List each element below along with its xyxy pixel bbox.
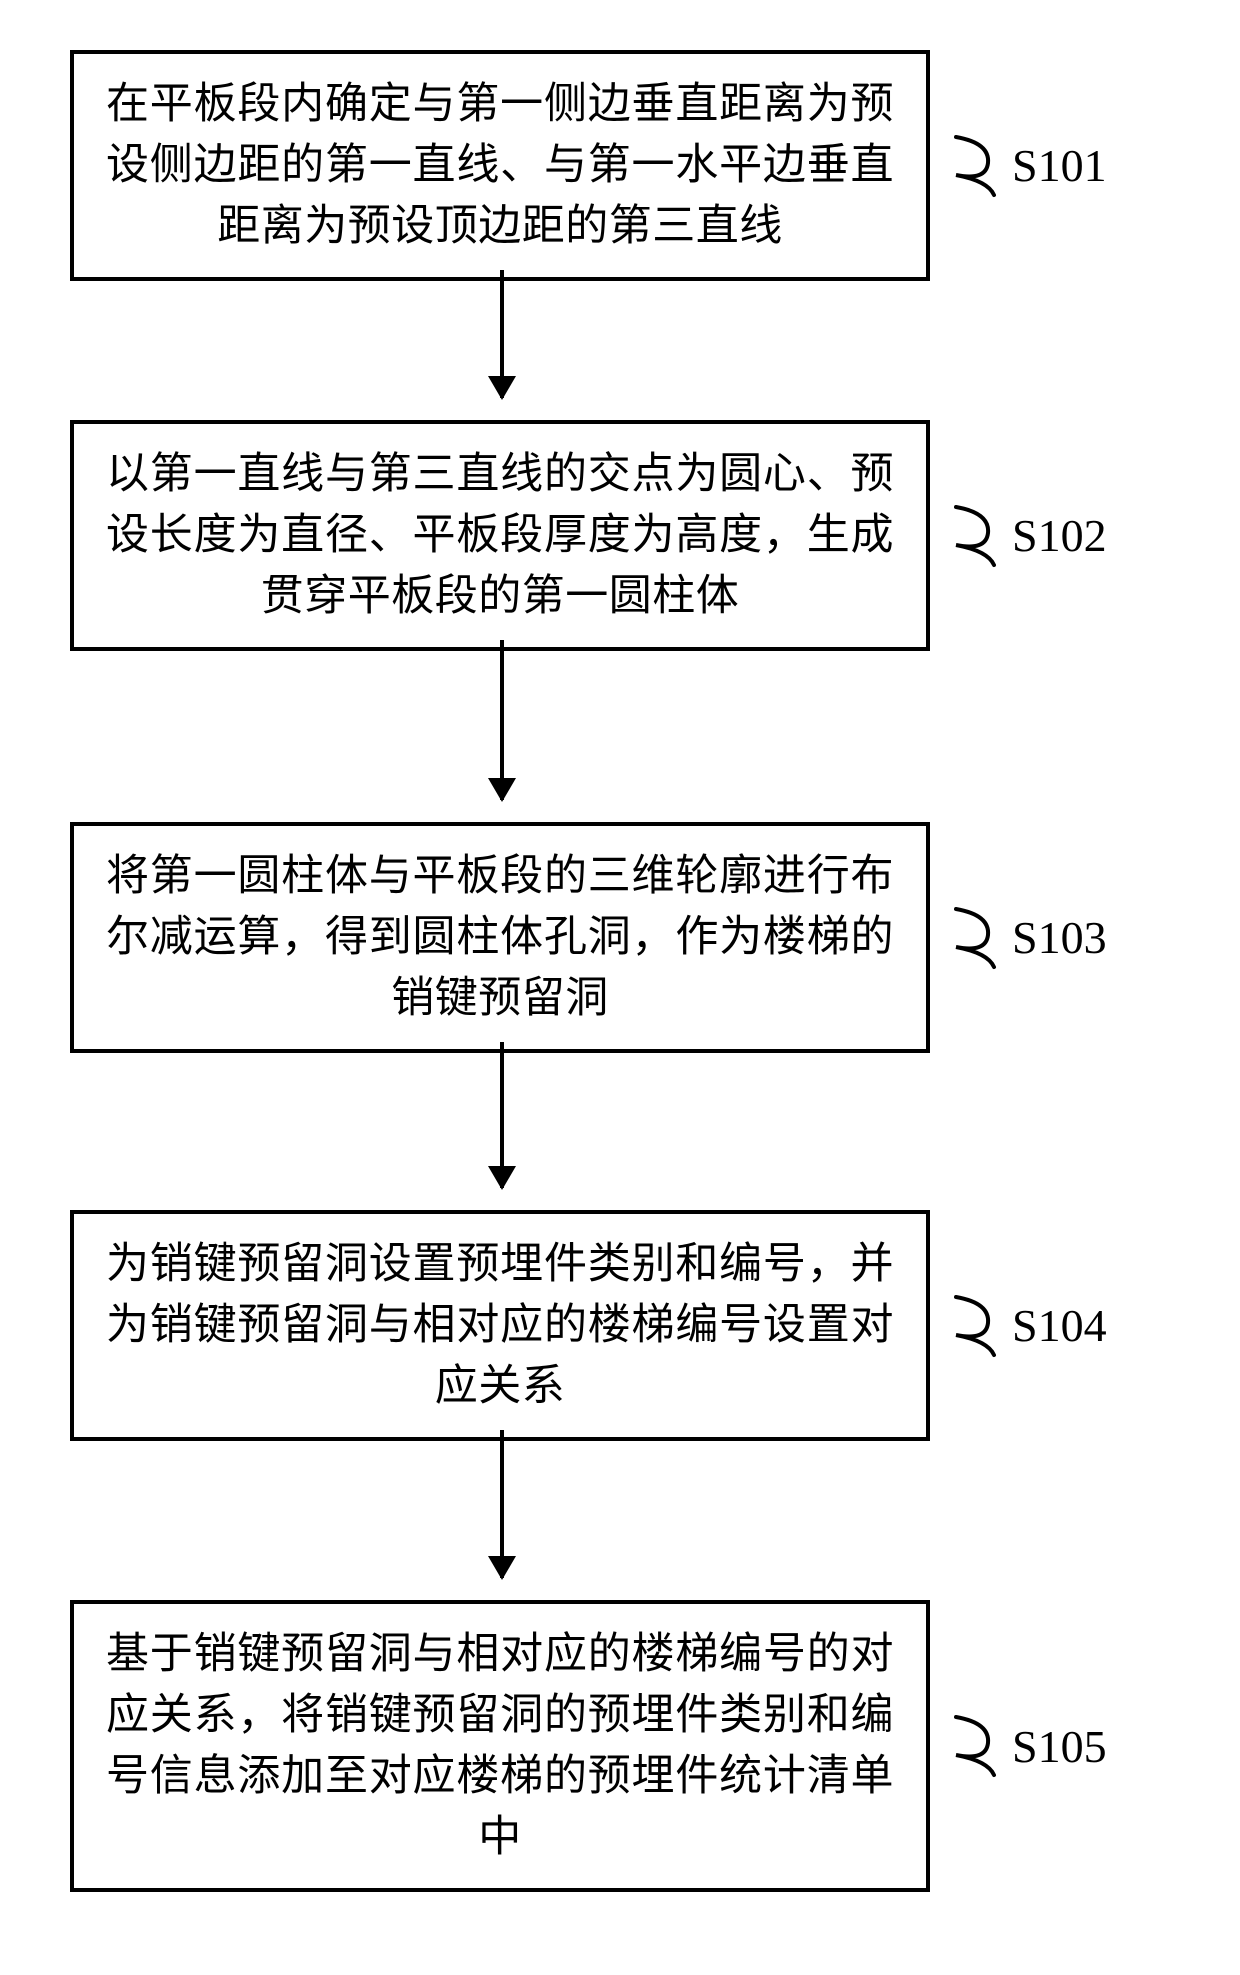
- step-box-s101: 在平板段内确定与第一侧边垂直距离为预设侧边距的第一直线、与第一水平边垂直距离为预…: [70, 50, 930, 281]
- step-id: S101: [1012, 139, 1107, 192]
- step-label-s104: S104: [950, 1293, 1107, 1359]
- step-row: 在平板段内确定与第一侧边垂直距离为预设侧边距的第一直线、与第一水平边垂直距离为预…: [70, 50, 1170, 281]
- squiggle-icon: [950, 905, 1006, 971]
- squiggle-icon: [950, 1713, 1006, 1779]
- step-id: S105: [1012, 1720, 1107, 1773]
- step-box-s104: 为销键预留洞设置预埋件类别和编号，并为销键预留洞与相对应的楼梯编号设置对应关系: [70, 1210, 930, 1441]
- step-box-s102: 以第一直线与第三直线的交点为圆心、预设长度为直径、平板段厚度为高度，生成贯穿平板…: [70, 420, 930, 651]
- step-row: 为销键预留洞设置预埋件类别和编号，并为销键预留洞与相对应的楼梯编号设置对应关系 …: [70, 1210, 1170, 1441]
- step-label-s105: S105: [950, 1713, 1107, 1779]
- step-text: 以第一直线与第三直线的交点为圆心、预设长度为直径、平板段厚度为高度，生成贯穿平板…: [106, 451, 894, 620]
- step-text: 将第一圆柱体与平板段的三维轮廓进行布尔减运算，得到圆柱体孔洞，作为楼梯的销键预留…: [106, 853, 894, 1022]
- squiggle-icon: [950, 503, 1006, 569]
- step-box-s103: 将第一圆柱体与平板段的三维轮廓进行布尔减运算，得到圆柱体孔洞，作为楼梯的销键预留…: [70, 822, 930, 1053]
- step-id: S102: [1012, 509, 1107, 562]
- step-label-s101: S101: [950, 133, 1107, 199]
- step-row: 以第一直线与第三直线的交点为圆心、预设长度为直径、平板段厚度为高度，生成贯穿平板…: [70, 420, 1170, 651]
- arrow: [500, 1430, 504, 1578]
- step-row: 基于销键预留洞与相对应的楼梯编号的对应关系，将销键预留洞的预埋件类别和编号信息添…: [70, 1600, 1170, 1892]
- squiggle-icon: [950, 133, 1006, 199]
- step-text: 基于销键预留洞与相对应的楼梯编号的对应关系，将销键预留洞的预埋件类别和编号信息添…: [106, 1631, 894, 1861]
- arrow: [500, 270, 504, 398]
- step-box-s105: 基于销键预留洞与相对应的楼梯编号的对应关系，将销键预留洞的预埋件类别和编号信息添…: [70, 1600, 930, 1892]
- step-id: S103: [1012, 911, 1107, 964]
- step-label-s103: S103: [950, 905, 1107, 971]
- flowchart-container: 在平板段内确定与第一侧边垂直距离为预设侧边距的第一直线、与第一水平边垂直距离为预…: [0, 0, 1240, 1975]
- step-label-s102: S102: [950, 503, 1107, 569]
- arrow: [500, 1042, 504, 1188]
- step-id: S104: [1012, 1299, 1107, 1352]
- squiggle-icon: [950, 1293, 1006, 1359]
- step-text: 在平板段内确定与第一侧边垂直距离为预设侧边距的第一直线、与第一水平边垂直距离为预…: [106, 81, 894, 250]
- step-text: 为销键预留洞设置预埋件类别和编号，并为销键预留洞与相对应的楼梯编号设置对应关系: [106, 1241, 894, 1410]
- step-row: 将第一圆柱体与平板段的三维轮廓进行布尔减运算，得到圆柱体孔洞，作为楼梯的销键预留…: [70, 822, 1170, 1053]
- arrow: [500, 640, 504, 800]
